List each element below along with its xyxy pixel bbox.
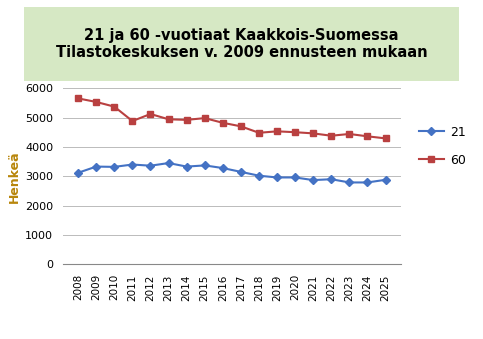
21 bbox=[328, 177, 334, 181]
21 bbox=[365, 180, 370, 184]
21 bbox=[112, 165, 117, 169]
21 bbox=[292, 175, 298, 179]
21 bbox=[220, 166, 226, 170]
21 bbox=[238, 170, 244, 174]
60 bbox=[346, 132, 352, 136]
60 bbox=[148, 112, 154, 116]
60 bbox=[93, 100, 99, 104]
60 bbox=[238, 124, 244, 128]
60 bbox=[292, 130, 298, 134]
21 bbox=[184, 164, 189, 168]
Line: 21: 21 bbox=[75, 160, 388, 185]
60 bbox=[256, 131, 262, 135]
60 bbox=[129, 119, 135, 123]
60 bbox=[274, 129, 280, 133]
60 bbox=[310, 131, 316, 135]
60 bbox=[383, 136, 388, 140]
Y-axis label: Henkeä: Henkeä bbox=[8, 150, 21, 203]
60 bbox=[328, 134, 334, 138]
Line: 60: 60 bbox=[75, 96, 388, 141]
21 bbox=[202, 163, 208, 167]
Legend: 21, 60: 21, 60 bbox=[414, 121, 471, 172]
21 bbox=[310, 178, 316, 182]
Text: 21 ja 60 -vuotiaat Kaakkois-Suomessa
Tilastokeskuksen v. 2009 ennusteen mukaan: 21 ja 60 -vuotiaat Kaakkois-Suomessa Til… bbox=[56, 28, 427, 60]
60 bbox=[365, 134, 370, 138]
21 bbox=[148, 164, 154, 168]
21 bbox=[129, 162, 135, 166]
21 bbox=[75, 171, 81, 175]
60 bbox=[112, 105, 117, 109]
21 bbox=[274, 175, 280, 179]
21 bbox=[256, 174, 262, 178]
21 bbox=[383, 178, 388, 182]
60 bbox=[220, 121, 226, 125]
21 bbox=[93, 164, 99, 168]
60 bbox=[166, 117, 171, 121]
60 bbox=[184, 118, 189, 122]
21 bbox=[346, 180, 352, 184]
60 bbox=[75, 96, 81, 100]
21 bbox=[166, 161, 171, 165]
60 bbox=[202, 116, 208, 120]
